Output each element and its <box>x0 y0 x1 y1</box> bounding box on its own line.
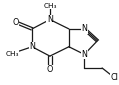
Text: CH₃: CH₃ <box>43 3 57 9</box>
Text: Cl: Cl <box>110 73 118 82</box>
Text: CH₃: CH₃ <box>5 51 19 57</box>
Text: N: N <box>81 24 87 33</box>
Text: O: O <box>12 18 19 27</box>
Text: N: N <box>29 42 35 51</box>
Text: N: N <box>81 50 87 59</box>
Text: O: O <box>47 65 53 74</box>
Text: N: N <box>47 15 53 24</box>
